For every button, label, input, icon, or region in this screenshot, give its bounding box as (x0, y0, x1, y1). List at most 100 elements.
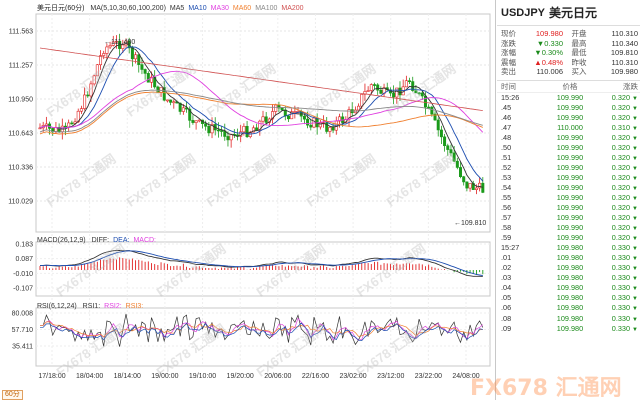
quote-row: 现价 109.980 开盘 110.310 (501, 29, 638, 39)
tick-price: 109.980 (556, 313, 584, 323)
quote-value: 110.340 (611, 38, 638, 48)
candle-body (459, 167, 463, 177)
time-axis-label: 22/16:00 (302, 373, 329, 380)
tick-row: .04 109.980 0.330 ▼ (497, 283, 640, 293)
high-price-label: ←111.480 (104, 39, 135, 46)
tick-time: .51 (501, 152, 512, 162)
candle-body (146, 73, 150, 83)
ticks-list[interactable]: 15:26 109.990 0.320 ▼ .45 109.990 0.320 ▼ .46 109… (497, 93, 640, 334)
tick-change: 0.320 ▼ (611, 213, 638, 223)
kline-chart-svg[interactable]: 111.563 111.257 110.950 110.643 110.336 110.0… (0, 0, 496, 400)
tick-row: .46 109.990 0.320 ▼ (497, 113, 640, 123)
candle-body (427, 106, 431, 109)
down-arrow-icon: ▼ (632, 316, 638, 323)
candle-body (204, 123, 208, 127)
rsi-legend-item-1: RSI2: (104, 303, 122, 310)
tick-change: 0.320 ▼ (611, 162, 638, 172)
candle-body (360, 93, 364, 107)
chart-panel-border (35, 13, 491, 233)
tick-time: .53 (501, 172, 512, 182)
tick-change: 0.330 ▼ (611, 273, 638, 283)
tick-row: .53 109.990 0.320 ▼ (497, 173, 640, 183)
candle-body (220, 130, 224, 132)
quote-row: 涨跌 ▼0.330 最高 110.340 (501, 39, 638, 49)
candle-body (462, 176, 466, 183)
tick-price: 109.990 (556, 233, 584, 243)
quote-value: 110.006 (536, 67, 563, 76)
period-selector[interactable]: 60分 (2, 390, 23, 400)
tick-time: .01 (501, 253, 512, 263)
tick-change: 0.330 ▼ (611, 313, 638, 323)
macd-dea-line (39, 250, 483, 277)
tick-change: 0.320 ▼ (611, 142, 638, 152)
candle-body (105, 46, 109, 54)
candle-body (392, 92, 396, 98)
tick-time: .45 (501, 102, 512, 112)
tick-time: .55 (501, 192, 512, 202)
tick-change: 0.320 ▼ (611, 152, 638, 162)
tick-time: .59 (501, 233, 512, 243)
tick-row: .48 109.990 0.320 ▼ (497, 133, 640, 143)
tick-price: 109.980 (556, 293, 584, 303)
tick-row: .08 109.980 0.330 ▼ (497, 314, 640, 324)
tick-time: .50 (501, 142, 512, 152)
quote-label: 最低 (571, 48, 587, 57)
candle-body (290, 111, 294, 120)
candle-body (408, 80, 412, 83)
down-arrow-icon: ▼ (632, 216, 638, 223)
tick-time: .48 (501, 132, 512, 142)
tick-time: .47 (501, 122, 512, 132)
tick-time: 15:27 (501, 243, 520, 253)
candle-body (89, 83, 93, 97)
quote-label: 现价 (501, 29, 516, 38)
candle-body (70, 122, 74, 125)
candle-body (468, 183, 472, 189)
down-arrow-icon: ▼ (632, 276, 638, 283)
tick-price: 109.980 (556, 283, 584, 293)
candle-body (197, 119, 201, 122)
candle-body (446, 145, 450, 150)
down-arrow-icon: ▼ (632, 185, 638, 192)
candle-body (280, 107, 284, 111)
tick-price: 109.990 (556, 192, 584, 202)
candle-body (293, 111, 297, 113)
chart-panel-border (35, 241, 491, 297)
tick-row: .06 109.980 0.330 ▼ (497, 303, 640, 313)
tick-price: 109.980 (556, 253, 584, 263)
tick-change: 0.320 ▼ (611, 233, 638, 243)
tick-row: .03 109.980 0.330 ▼ (497, 273, 640, 283)
ma-legend-item-6: MA200 (281, 5, 304, 12)
candle-body (376, 84, 380, 91)
tick-row: .58 109.990 0.320 ▼ (497, 223, 640, 233)
quote-label: 涨跌 (501, 38, 516, 48)
candle-body (325, 122, 329, 132)
candle-body (181, 107, 185, 112)
ma-legend: MA(5,10,30,60,100,200) MA5 MA10 MA30 MA60 MA1… (90, 5, 307, 12)
candle-body (251, 127, 255, 133)
tick-time: .08 (501, 313, 512, 323)
quote-header: USDJPY 美元日元 (497, 0, 640, 26)
tick-change: 0.330 ▼ (611, 283, 638, 293)
macd-axis-label: 0.183 (15, 242, 33, 249)
ma30-line (39, 70, 484, 133)
kline-chart-area[interactable]: 111.563 111.257 110.950 110.643 110.336 110.0… (0, 0, 496, 400)
candle-body (172, 101, 176, 104)
candle-body (140, 64, 144, 70)
candle-body (261, 116, 265, 122)
tick-time: 15:26 (501, 92, 520, 102)
tick-change: 0.320 ▼ (611, 132, 638, 142)
tick-price: 109.990 (556, 172, 584, 182)
time-axis-label: 17/18:00 (38, 373, 65, 380)
down-arrow-icon: ▼ (632, 165, 638, 172)
tick-price: 109.990 (556, 102, 584, 112)
tick-price: 109.990 (556, 162, 584, 172)
macd-diff-line (39, 249, 483, 277)
time-axis-label: 20/06:00 (264, 373, 291, 380)
quote-value: ▲0.48% (534, 57, 563, 67)
candle-body (302, 115, 306, 120)
macd-axis-label: -0.010 (13, 271, 33, 278)
candle-body (369, 84, 373, 91)
quote-value: 110.310 (611, 29, 638, 38)
down-arrow-icon: ▼ (632, 125, 638, 132)
tick-row: .09 109.980 0.330 ▼ (497, 324, 640, 334)
